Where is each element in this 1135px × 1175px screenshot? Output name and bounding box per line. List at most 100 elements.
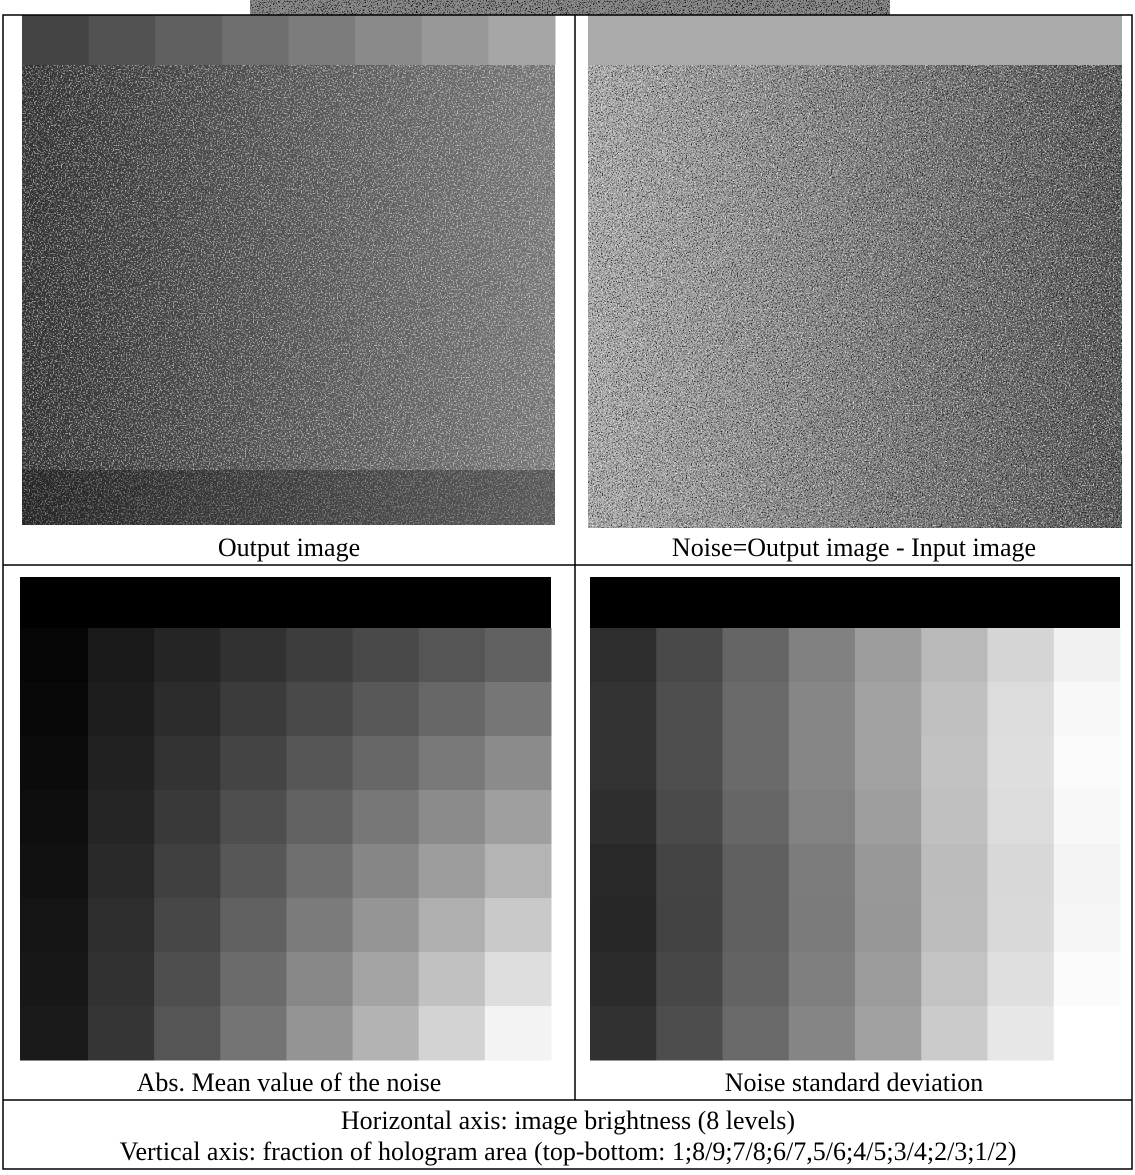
grid-cell	[220, 736, 287, 791]
grid-cell	[419, 790, 486, 845]
grid-cell	[220, 952, 287, 1007]
grid-cell	[154, 1006, 221, 1061]
grid-cell	[1054, 952, 1121, 1007]
grid-cell	[789, 790, 856, 845]
grid-cell	[789, 952, 856, 1007]
image-noise	[22, 65, 555, 525]
footer-line: Horizontal axis: image brightness (8 lev…	[341, 1106, 795, 1135]
grid-cell	[656, 844, 723, 899]
grid-cell	[921, 790, 988, 845]
footer-line: Vertical axis: fraction of hologram area…	[120, 1137, 1017, 1166]
output-image	[22, 15, 556, 525]
grid-cell	[20, 844, 88, 899]
grid-cell	[353, 790, 420, 845]
grid-cell	[590, 1006, 657, 1061]
grid-cell	[590, 628, 657, 683]
grid-cell	[855, 790, 922, 845]
grid-cell	[88, 736, 155, 791]
grid-cell	[485, 628, 552, 683]
grid-cell	[20, 952, 88, 1007]
grid-cell	[220, 790, 287, 845]
grid-cell	[855, 898, 922, 953]
grid-cell	[485, 952, 552, 1007]
grid-cell	[88, 844, 155, 899]
grid-cell	[485, 898, 552, 953]
step-tile	[488, 15, 555, 65]
grid-cell	[286, 844, 353, 899]
grid-cell	[154, 736, 221, 791]
grid-cell	[988, 682, 1055, 737]
noise-image	[588, 15, 1122, 528]
grid-cell	[590, 952, 657, 1007]
grid-cell	[855, 1006, 922, 1061]
grid-cell	[656, 736, 723, 791]
grid-cell	[988, 898, 1055, 953]
mean-image	[20, 577, 552, 1061]
top-strip-noise	[250, 0, 890, 15]
step-tile	[222, 15, 289, 65]
grid-cell	[154, 790, 221, 845]
grid-cell	[20, 1006, 88, 1061]
grid-cell	[286, 736, 353, 791]
grid-cell	[855, 952, 922, 1007]
grid-cell	[88, 628, 155, 683]
grid-cell	[353, 628, 420, 683]
grid-cell	[723, 952, 790, 1007]
grid-cell	[88, 952, 155, 1007]
grid-cell	[286, 898, 353, 953]
grid-cell	[789, 736, 856, 791]
grid-cell	[419, 1006, 486, 1061]
grid-cell	[590, 898, 657, 953]
grid-cell	[485, 790, 552, 845]
grid-cell	[723, 736, 790, 791]
caption: Abs. Mean value of the noise	[137, 1068, 442, 1097]
grid-cell	[988, 736, 1055, 791]
grid-cell	[286, 1006, 353, 1061]
step-tile	[422, 15, 489, 65]
image-band	[588, 15, 1122, 65]
grid-cell	[723, 898, 790, 953]
grid-cell	[855, 844, 922, 899]
grid-cell	[988, 1006, 1055, 1061]
grid-cell	[988, 628, 1055, 683]
grid-cell	[656, 682, 723, 737]
grid-cell	[88, 790, 155, 845]
grid-cell	[789, 682, 856, 737]
grid-cell	[353, 682, 420, 737]
grid-cell	[220, 898, 287, 953]
caption: Noise=Output image - Input image	[672, 533, 1036, 562]
grid-cell	[20, 628, 88, 683]
grid-cell	[20, 790, 88, 845]
grid-cell	[988, 790, 1055, 845]
grid-cell	[485, 1006, 552, 1061]
grid-cell	[154, 682, 221, 737]
figure: Output image Noise=Output image - Input …	[0, 0, 1135, 1170]
grid-cell	[220, 682, 287, 737]
grid-cell	[656, 628, 723, 683]
grid-cell	[590, 736, 657, 791]
grid-cell	[419, 628, 486, 683]
grid-cell	[1054, 844, 1121, 899]
grid-cell	[921, 1006, 988, 1061]
grid-cell	[921, 736, 988, 791]
grid-cell	[353, 1006, 420, 1061]
grid-cell	[723, 790, 790, 845]
grid-cell	[20, 736, 88, 791]
grid-cell	[723, 682, 790, 737]
grid-cell	[921, 628, 988, 683]
grid-cell	[789, 1006, 856, 1061]
grid-cell	[154, 844, 221, 899]
page: Output image Noise=Output image - Input …	[0, 0, 1135, 1170]
grid-cell	[485, 844, 552, 899]
grid-cell	[921, 952, 988, 1007]
grid-cell	[590, 682, 657, 737]
grid-cell	[921, 844, 988, 899]
step-tile	[22, 15, 89, 65]
grid-cell	[855, 736, 922, 791]
step-tile	[155, 15, 222, 65]
grid-cell	[723, 844, 790, 899]
grid-cell	[419, 682, 486, 737]
grid-cell	[353, 898, 420, 953]
grid-cell	[220, 628, 287, 683]
grid-cell	[988, 952, 1055, 1007]
